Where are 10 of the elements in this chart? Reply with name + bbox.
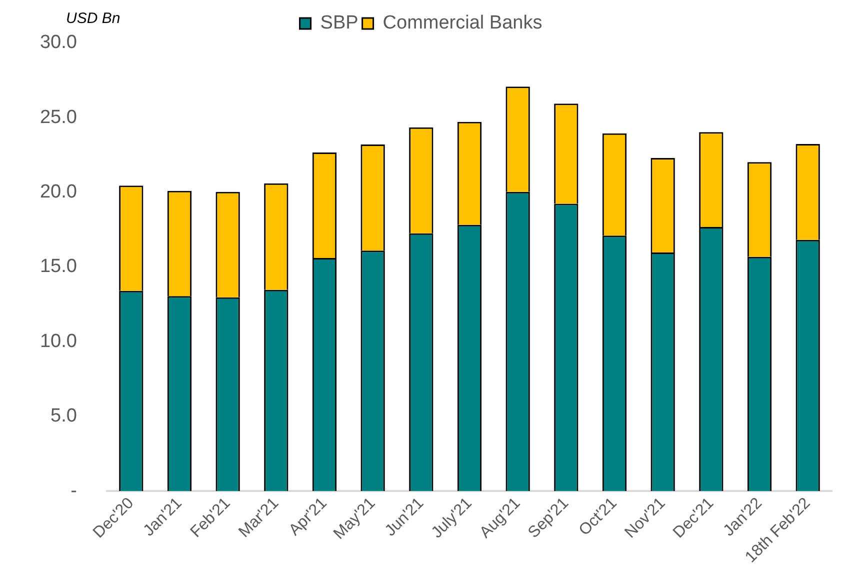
y-tick-label: 20.0 bbox=[40, 182, 77, 203]
y-tick-label: 15.0 bbox=[40, 256, 77, 278]
y-axis-title: USD Bn bbox=[66, 10, 120, 27]
y-tick-label: 10.0 bbox=[40, 330, 77, 352]
y-tick-label: 5.0 bbox=[50, 406, 77, 427]
legend-label: Commercial Banks bbox=[382, 12, 542, 34]
y-tick-label: 25.0 bbox=[40, 106, 77, 128]
legend-label: SBP bbox=[320, 12, 358, 34]
y-tick-label: 30.0 bbox=[40, 32, 77, 54]
y-tick-label: - bbox=[70, 480, 77, 502]
